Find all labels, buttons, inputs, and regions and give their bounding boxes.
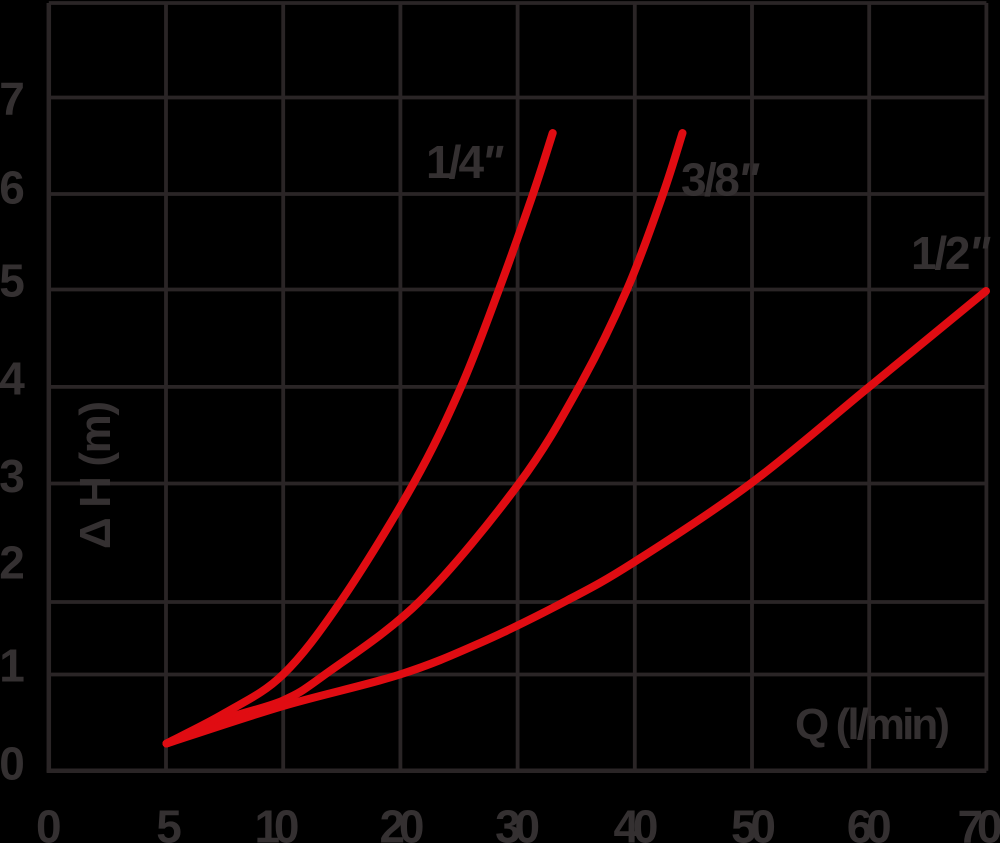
svg-text:3: 3 xyxy=(0,450,25,502)
svg-text:50: 50 xyxy=(731,801,776,843)
svg-text:1: 1 xyxy=(0,640,25,692)
svg-text:6: 6 xyxy=(0,162,25,214)
svg-text:3/8": 3/8" xyxy=(681,154,760,206)
svg-text:5: 5 xyxy=(0,255,25,307)
svg-text:20: 20 xyxy=(380,801,425,843)
svg-text:1/2": 1/2" xyxy=(911,227,991,279)
svg-text:10: 10 xyxy=(255,801,300,843)
svg-text:70: 70 xyxy=(958,801,1000,843)
svg-text:40: 40 xyxy=(614,801,659,843)
svg-text:2: 2 xyxy=(0,537,25,589)
svg-text:4: 4 xyxy=(0,353,25,405)
svg-text:0: 0 xyxy=(0,738,25,790)
svg-text:7: 7 xyxy=(0,73,25,125)
svg-text:Q (l/min): Q (l/min) xyxy=(795,700,950,749)
svg-text:60: 60 xyxy=(847,801,892,843)
svg-text:0: 0 xyxy=(36,801,62,843)
svg-text:1/4": 1/4" xyxy=(426,136,504,188)
svg-text:5: 5 xyxy=(156,801,182,843)
svg-text:Δ H (m): Δ H (m) xyxy=(71,401,120,549)
svg-text:30: 30 xyxy=(495,801,540,843)
